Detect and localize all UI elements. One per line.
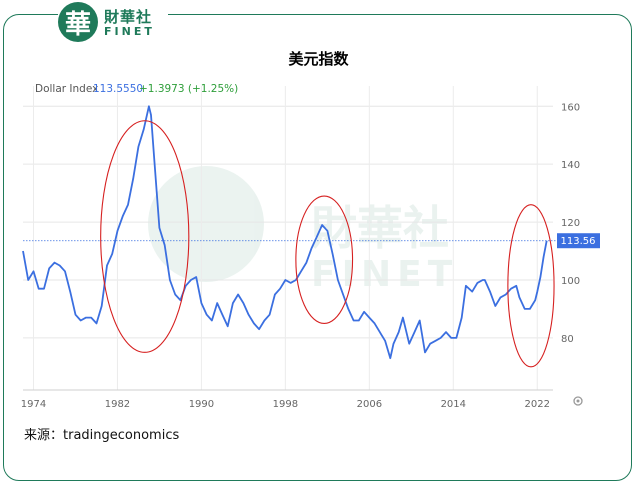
chart-title: 美元指数	[288, 50, 349, 68]
watermark: 財華社 FINET	[148, 166, 452, 295]
x-tick-label: 1982	[105, 399, 130, 410]
y-tick-label: 140	[561, 160, 580, 171]
y-tick-label: 120	[561, 218, 580, 229]
legend-change: +1.3973 (+1.25%)	[139, 83, 238, 95]
legend: Dollar Index 113.5550 +1.3973 (+1.25%)	[35, 83, 238, 95]
y-tick-label: 160	[561, 102, 580, 113]
legend-value: 113.5550	[93, 83, 143, 95]
y-tick-label: 100	[561, 276, 580, 287]
finet-logo-name-cn: 財華社	[104, 8, 153, 26]
x-tick-label: 2006	[357, 399, 382, 410]
source-note: 来源：tradingeconomics	[24, 428, 180, 443]
x-tick-label: 1974	[21, 399, 46, 410]
watermark-text: 財華社	[311, 201, 449, 255]
last-value-badge: 113.56	[557, 233, 600, 249]
x-tick-label: 1998	[273, 399, 298, 410]
x-tick-label: 2014	[441, 399, 466, 410]
dollar-index-line	[22, 105, 548, 360]
highlight-ellipse	[100, 120, 190, 353]
highlight-ellipse	[295, 195, 354, 324]
watermark-mark	[148, 166, 264, 282]
finet-logo-name-en: FINET	[104, 25, 155, 38]
finet-logo-mark: 華	[58, 2, 98, 42]
legend-series-name: Dollar Index	[35, 83, 98, 95]
x-tick-label: 2022	[525, 399, 550, 410]
last-value-label: 113.56	[561, 236, 596, 247]
settings-icon[interactable]	[573, 396, 583, 406]
finet-logo: 華 財華社 FINET	[58, 2, 168, 42]
x-tick-label: 1990	[189, 399, 214, 410]
dollar-index-chart: 財華社 FINET 160 140 120 100 80 1974 1982 1990 199…	[21, 74, 600, 416]
highlight-ellipse	[507, 204, 555, 368]
y-tick-label: 80	[561, 334, 574, 345]
